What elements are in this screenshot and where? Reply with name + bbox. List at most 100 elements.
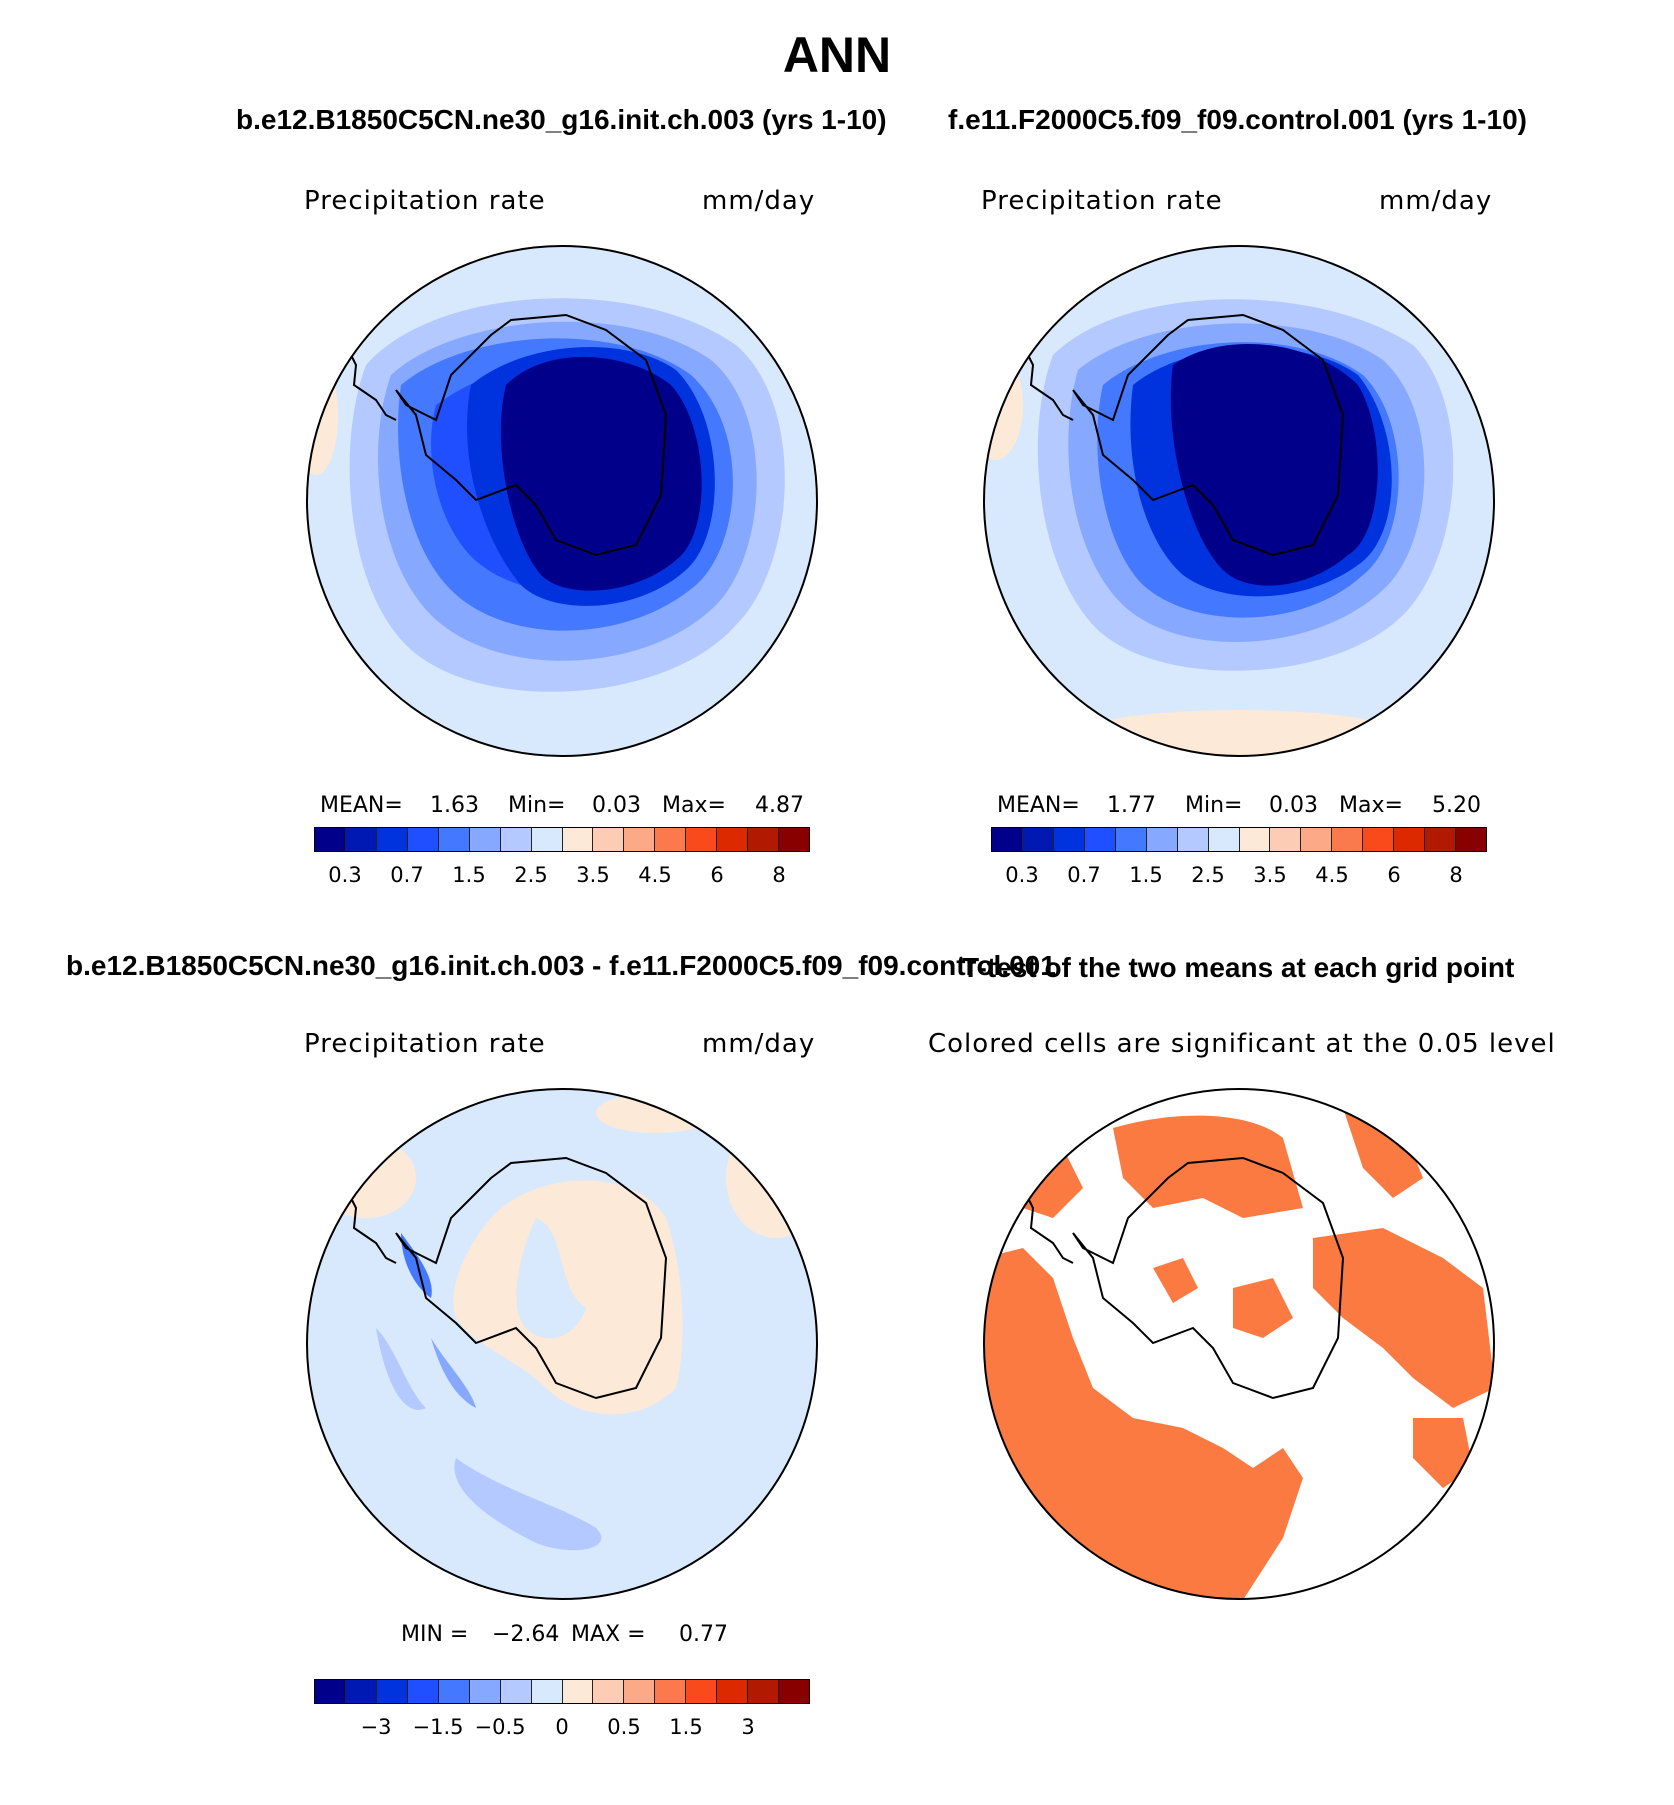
ttest-title: T-test of the two means at each grid poi…: [962, 952, 1515, 983]
p2-polar-map: [983, 245, 1495, 757]
colorbar-swatch: [531, 1680, 563, 1703]
colorbar-swatch: [624, 1680, 656, 1703]
p2-min-label: Min=: [1185, 793, 1243, 818]
p1-max-value: 4.87: [755, 793, 804, 818]
colorbar-swatch: [1363, 828, 1395, 851]
p1-polar-map: [306, 245, 818, 757]
colorbar-tick-label: 0.7: [1067, 863, 1101, 887]
p1-antarctica-coastline: [395, 313, 668, 557]
colorbar-swatch: [345, 1680, 377, 1703]
colorbar-tick-label: 0.5: [607, 1715, 641, 1739]
p2-max-value: 5.20: [1432, 793, 1481, 818]
colorbar-swatch: [779, 1680, 809, 1703]
p3-min-label: MIN =: [401, 1622, 469, 1647]
colorbar-tick-label: 0.7: [390, 863, 424, 887]
colorbar-swatch: [1239, 828, 1271, 851]
colorbar-swatch: [562, 1680, 594, 1703]
p3-colorbar-ticks: −3 −1.5 −0.5 0 0.5 1.5 3: [314, 1715, 810, 1741]
colorbar-swatch: [686, 1680, 718, 1703]
colorbar-tick-label: 4.5: [1315, 863, 1349, 887]
colorbar-swatch: [1332, 828, 1364, 851]
colorbar-swatch: [469, 1680, 501, 1703]
p2-mean-value: 1.77: [1107, 793, 1156, 818]
p2-colorbar: [991, 827, 1487, 852]
colorbar-swatch: [315, 1680, 346, 1703]
p3-max-label: MAX =: [571, 1622, 646, 1647]
p4-subtitle: Colored cells are significant at the 0.0…: [928, 1029, 1556, 1059]
p1-min-value: 0.03: [592, 793, 641, 818]
colorbar-swatch: [748, 1680, 780, 1703]
colorbar-swatch: [1208, 828, 1240, 851]
p1-mean-label: MEAN=: [320, 793, 403, 818]
colorbar-swatch: [1022, 828, 1054, 851]
p3-colorbar: [314, 1679, 810, 1704]
colorbar-swatch: [500, 828, 532, 851]
colorbar-swatch: [1177, 828, 1209, 851]
p3-max-value: 0.77: [679, 1622, 728, 1647]
colorbar-tick-label: 0.3: [328, 863, 362, 887]
colorbar-swatch: [315, 828, 346, 851]
p1-variable-label: Precipitation rate: [304, 186, 546, 216]
p1-max-label: Max=: [662, 793, 726, 818]
p1-mean-value: 1.63: [430, 793, 479, 818]
colorbar-swatch: [1301, 828, 1333, 851]
colorbar-swatch: [1425, 828, 1457, 851]
p3-antarctica-coastline: [395, 1156, 668, 1400]
colorbar-swatch: [655, 828, 687, 851]
p3-units-label: mm/day: [702, 1029, 816, 1059]
colorbar-swatch: [717, 828, 749, 851]
case2-title: f.e11.F2000C5.f09_f09.control.001 (yrs 1…: [948, 104, 1527, 135]
colorbar-swatch: [1394, 828, 1426, 851]
colorbar-swatch: [376, 1680, 408, 1703]
colorbar-tick-label: 0.3: [1005, 863, 1039, 887]
colorbar-swatch: [376, 828, 408, 851]
colorbar-tick-label: 6: [710, 863, 724, 887]
p3-min-value: −2.64: [492, 1622, 560, 1647]
colorbar-swatch: [717, 1680, 749, 1703]
colorbar-tick-label: 8: [1449, 863, 1463, 887]
colorbar-swatch: [438, 828, 470, 851]
colorbar-tick-label: 2.5: [1191, 863, 1225, 887]
p2-antarctica-coastline: [1072, 313, 1345, 557]
colorbar-swatch: [1270, 828, 1302, 851]
diff-title: b.e12.B1850C5CN.ne30_g16.init.ch.003 - f…: [66, 950, 1056, 981]
colorbar-swatch: [407, 1680, 439, 1703]
colorbar-swatch: [1146, 828, 1178, 851]
colorbar-tick-label: 6: [1387, 863, 1401, 887]
colorbar-swatch: [562, 828, 594, 851]
colorbar-swatch: [992, 828, 1023, 851]
colorbar-tick-label: 2.5: [514, 863, 548, 887]
p4-antarctica-coastline: [1072, 1156, 1345, 1400]
colorbar-swatch: [624, 828, 656, 851]
colorbar-swatch: [469, 828, 501, 851]
p2-variable-label: Precipitation rate: [981, 186, 1223, 216]
colorbar-swatch: [1053, 828, 1085, 851]
colorbar-tick-label: −0.5: [474, 1715, 526, 1739]
colorbar-swatch: [593, 1680, 625, 1703]
colorbar-tick-label: 0: [555, 1715, 569, 1739]
colorbar-swatch: [779, 828, 809, 851]
colorbar-tick-label: 1.5: [669, 1715, 703, 1739]
colorbar-tick-label: 1.5: [452, 863, 486, 887]
colorbar-swatch: [531, 828, 563, 851]
colorbar-tick-label: 3.5: [576, 863, 610, 887]
colorbar-tick-label: 4.5: [638, 863, 672, 887]
p1-colorbar-ticks: 0.3 0.7 1.5 2.5 3.5 4.5 6 8: [314, 863, 810, 889]
p2-max-label: Max=: [1339, 793, 1403, 818]
colorbar-tick-label: −3: [360, 1715, 392, 1739]
colorbar-swatch: [1456, 828, 1486, 851]
colorbar-swatch: [655, 1680, 687, 1703]
colorbar-swatch: [593, 828, 625, 851]
colorbar-swatch: [345, 828, 377, 851]
p1-colorbar-boxes: [314, 827, 810, 852]
colorbar-swatch: [748, 828, 780, 851]
p2-mean-label: MEAN=: [997, 793, 1080, 818]
figure-title: ANN: [782, 27, 892, 83]
colorbar-tick-label: 1.5: [1129, 863, 1163, 887]
colorbar-tick-label: −1.5: [412, 1715, 464, 1739]
colorbar-swatch: [686, 828, 718, 851]
p2-colorbar-ticks: 0.3 0.7 1.5 2.5 3.5 4.5 6 8: [991, 863, 1487, 889]
p3-difference-map: [306, 1088, 818, 1600]
p2-colorbar-boxes: [991, 827, 1487, 852]
p4-significance-map: [983, 1088, 1495, 1600]
